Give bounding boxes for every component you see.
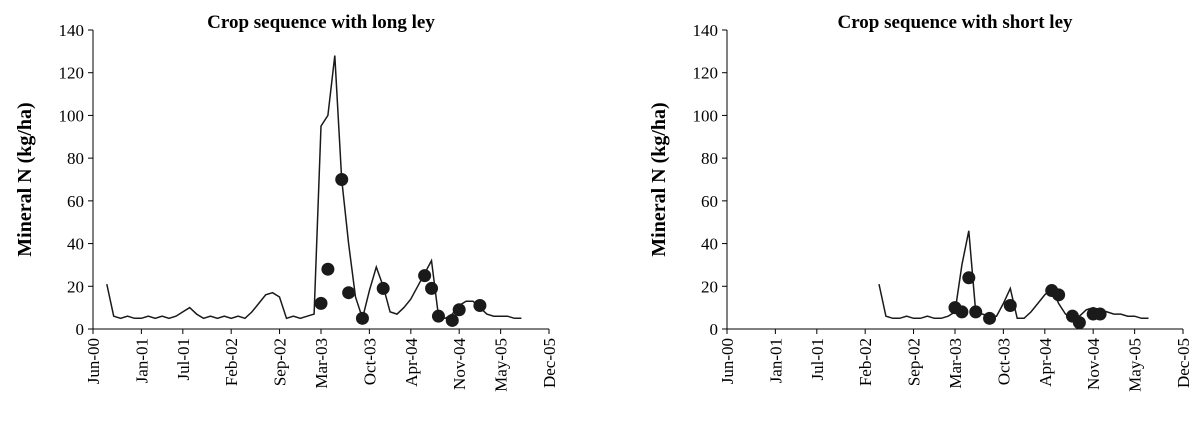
y-axis-label: Mineral N (kg/ha) [14, 102, 36, 256]
x-tick-label: Mar-03 [946, 338, 965, 389]
y-tick-label: 0 [76, 320, 85, 339]
measured-point [969, 305, 983, 319]
y-tick-label: 140 [59, 21, 85, 40]
y-tick-label: 140 [693, 21, 719, 40]
series-line [106, 55, 522, 322]
chart-title: Crop sequence with long ley [207, 12, 435, 33]
y-tick-label: 100 [59, 106, 85, 125]
x-tick-label: Dec-05 [1174, 338, 1193, 388]
chart-title: Crop sequence with short ley [837, 12, 1073, 33]
x-tick-label: Sep-02 [905, 338, 924, 386]
y-tick-label: 100 [693, 106, 719, 125]
x-tick-label: Feb-02 [856, 338, 875, 386]
y-tick-label: 20 [67, 277, 84, 296]
y-tick-label: 60 [701, 192, 718, 211]
x-tick-label: Apr-04 [1036, 338, 1055, 387]
measured-point [473, 299, 487, 313]
x-tick-label: Oct-03 [360, 338, 379, 385]
measured-point [445, 313, 459, 327]
y-tick-label: 120 [59, 64, 85, 83]
x-tick-label: Jan-01 [132, 338, 151, 383]
x-tick-label: Feb-02 [222, 338, 241, 386]
measured-point [962, 271, 976, 285]
x-tick-label: Jul-01 [174, 338, 193, 381]
measured-point [1003, 299, 1017, 313]
measured-point [1093, 307, 1107, 321]
x-tick-label: Oct-03 [994, 338, 1013, 385]
y-tick-label: 20 [701, 277, 718, 296]
y-tick-label: 80 [701, 149, 718, 168]
x-tick-label: Jan-01 [766, 338, 785, 383]
measured-point [983, 311, 997, 325]
y-tick-label: 60 [67, 192, 84, 211]
y-tick-label: 120 [693, 64, 719, 83]
y-tick-label: 80 [67, 149, 84, 168]
measured-point [418, 269, 432, 283]
x-tick-label: Nov-04 [1084, 338, 1103, 390]
measured-point [955, 305, 969, 319]
x-tick-label: May-05 [1126, 338, 1145, 392]
measured-point [376, 281, 390, 295]
measured-point [314, 296, 328, 310]
y-tick-label: 40 [67, 235, 84, 254]
x-tick-label: Mar-03 [312, 338, 331, 389]
x-tick-label: Jun-00 [718, 338, 737, 384]
x-tick-label: Nov-04 [450, 338, 469, 390]
measured-point [355, 311, 369, 325]
x-tick-label: Jun-00 [84, 338, 103, 384]
y-tick-label: 40 [701, 235, 718, 254]
measured-point [431, 309, 445, 323]
x-tick-label: Sep-02 [271, 338, 290, 386]
measured-point [452, 303, 466, 317]
x-tick-label: Apr-04 [402, 338, 421, 387]
measured-point [342, 286, 356, 300]
measured-point [321, 262, 335, 276]
x-tick-label: Jul-01 [808, 338, 827, 381]
measured-point [1072, 316, 1086, 330]
measured-point [425, 281, 439, 295]
measured-point [335, 173, 349, 186]
y-axis-label: Mineral N (kg/ha) [648, 102, 670, 256]
y-tick-label: 0 [710, 320, 719, 339]
x-tick-label: Dec-05 [540, 338, 559, 388]
x-tick-label: May-05 [492, 338, 511, 392]
measured-point [1052, 288, 1066, 302]
